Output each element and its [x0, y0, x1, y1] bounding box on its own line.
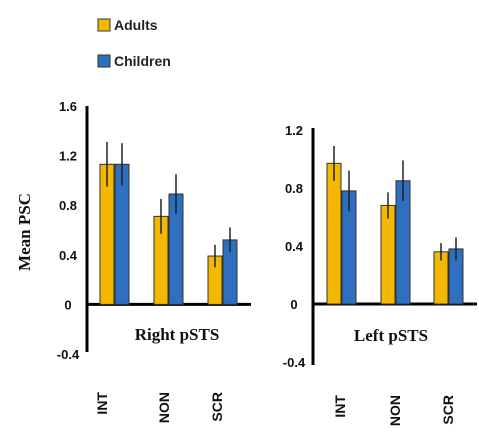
legend-label-children: Children [114, 53, 171, 69]
panel-title-left-pSTS: Left pSTS [354, 326, 428, 345]
x-tick-label-int: INT [94, 392, 110, 415]
y-tick-label: 1.6 [59, 99, 77, 114]
x-tick-label-non: NON [156, 392, 172, 423]
panel-right-pSTS: 1.6 1.2 0.8 0.4 0 -0.4 INT NON SCR [57, 99, 251, 423]
x-tick-label-scr: SCR [440, 395, 456, 425]
y-tick-label: 0.4 [285, 239, 304, 254]
y-tick-label: -0.4 [57, 347, 80, 362]
y-tick-label: 0.4 [59, 248, 78, 263]
y-tick-label: 1.2 [59, 149, 77, 164]
panel-title-right-pSTS: Right pSTS [135, 325, 220, 344]
legend: Adults Children [97, 17, 171, 69]
y-tick-label: 0.8 [285, 181, 303, 196]
panel-left-pSTS: 1.2 0.8 0.4 0 -0.4 INT NON SCR [283, 123, 477, 426]
legend-swatch-children [97, 54, 111, 68]
bar-adults-int [326, 162, 342, 305]
y-tick-label: -0.4 [283, 355, 306, 370]
bar-adults-non [380, 204, 396, 305]
y-tick-label: 0.8 [59, 198, 77, 213]
legend-label-adults: Adults [114, 17, 158, 33]
y-axis-label: Mean PSC [15, 193, 34, 271]
y-tick-label: 0 [290, 297, 297, 312]
x-tick-label-non: NON [387, 395, 403, 426]
legend-swatch-adults [97, 18, 111, 32]
y-tick-label: 0 [64, 297, 71, 312]
y-tick-label: 1.2 [285, 123, 303, 138]
x-tick-label-int: INT [332, 395, 348, 418]
x-tick-label-scr: SCR [209, 392, 225, 422]
